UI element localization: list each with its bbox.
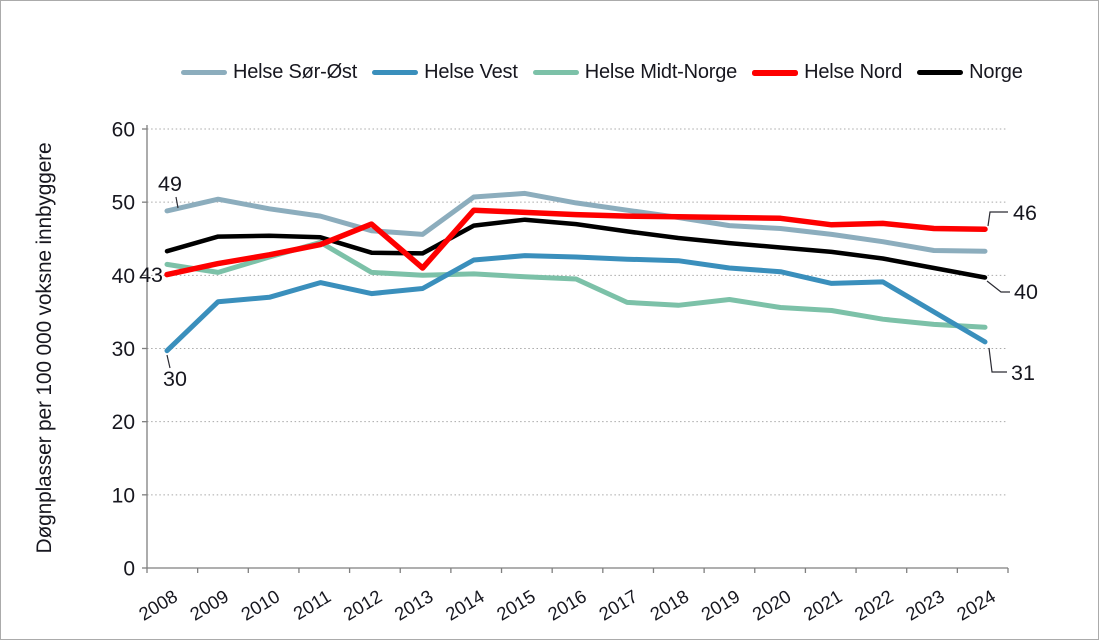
y-tick-label-30: 30 bbox=[112, 338, 135, 361]
chart-legend: Helse Sør-Øst Helse Vest Helse Midt-Norge H… bbox=[181, 61, 1023, 84]
x-tick-label-2016: 2016 bbox=[544, 585, 590, 624]
annotation-leader-norge-2024 bbox=[986, 280, 1010, 293]
annotation-label-helse-vest-2008: 30 bbox=[163, 367, 187, 391]
x-tick-label-2018: 2018 bbox=[646, 585, 692, 624]
legend-item-helse-vest: Helse Vest bbox=[372, 61, 518, 84]
legend-swatch-helse-midt-norge bbox=[532, 70, 579, 75]
gridlines bbox=[147, 128, 1008, 496]
annotation-label-helse-s-r-st-2008: 49 bbox=[158, 172, 182, 196]
x-tick-label-2015: 2015 bbox=[493, 585, 539, 624]
x-tick-label-2010: 2010 bbox=[237, 585, 283, 624]
annotation-label-helse-nord-2024: 46 bbox=[1013, 201, 1037, 225]
series-lines bbox=[164, 190, 988, 354]
y-axis-tick-labels: 0 10 20 30 40 50 60 bbox=[112, 119, 135, 581]
x-tick-label-2024: 2024 bbox=[953, 585, 999, 624]
x-tick-label-2021: 2021 bbox=[800, 585, 846, 624]
y-tick-label-10: 10 bbox=[112, 484, 135, 507]
legend-item-norge: Norge bbox=[917, 61, 1023, 84]
x-tick-label-2017: 2017 bbox=[595, 585, 641, 624]
legend-swatch-norge bbox=[917, 70, 964, 75]
x-tick-label-2008: 2008 bbox=[135, 585, 181, 624]
x-tick-label-2022: 2022 bbox=[851, 585, 897, 624]
legend-item-helse-s-r-st: Helse Sør-Øst bbox=[181, 61, 357, 84]
legend-swatch-helse-nord bbox=[752, 69, 799, 76]
series-line-helse-nord bbox=[164, 207, 988, 278]
x-tick-label-2013: 2013 bbox=[391, 585, 437, 624]
y-tick-label-0: 0 bbox=[123, 558, 135, 581]
x-tick-label-2009: 2009 bbox=[186, 585, 232, 624]
legend-item-helse-midt-norge: Helse Midt-Norge bbox=[532, 61, 738, 84]
x-tick-label-2014: 2014 bbox=[442, 585, 488, 624]
annotation-leader-helse-s-r-st-2008 bbox=[175, 196, 179, 209]
annotation-label-norge-2008: 43 bbox=[139, 263, 163, 287]
annotation-leader-helse-vest-2008 bbox=[166, 354, 171, 369]
x-tick-label-2020: 2020 bbox=[748, 585, 794, 624]
legend-swatch-helse-vest bbox=[372, 70, 419, 75]
series-line-helse-s-r-st bbox=[164, 190, 988, 254]
legend-swatch-helse-s-r-st bbox=[181, 70, 227, 75]
x-tick-label-2011: 2011 bbox=[290, 585, 335, 623]
legend-item-helse-nord: Helse Nord bbox=[752, 61, 902, 84]
y-tick-label-50: 50 bbox=[112, 192, 135, 215]
legend-label-helse-vest: Helse Vest bbox=[424, 61, 518, 83]
annotation-label-norge-2024: 40 bbox=[1014, 280, 1038, 304]
legend-label-helse-nord: Helse Nord bbox=[804, 61, 903, 83]
axes bbox=[142, 125, 1009, 573]
annotation-leader-helse-vest-2024 bbox=[988, 347, 1007, 373]
legend-label-norge: Norge bbox=[969, 61, 1023, 83]
x-tick-label-2019: 2019 bbox=[697, 585, 743, 624]
y-tick-label-40: 40 bbox=[112, 265, 135, 288]
annotation-label-helse-vest-2024: 31 bbox=[1011, 361, 1035, 385]
series-line-norge bbox=[164, 217, 988, 280]
x-tick-label-2012: 2012 bbox=[339, 585, 385, 624]
data-annotations: 49 43 30 46 40 31 bbox=[139, 172, 1038, 391]
y-tick-label-20: 20 bbox=[112, 411, 135, 434]
annotation-leader-helse-nord-2024 bbox=[987, 211, 1008, 227]
legend-label-helse-midt-norge: Helse Midt-Norge bbox=[584, 61, 738, 83]
y-tick-label-60: 60 bbox=[112, 119, 135, 142]
x-axis-tick-labels: 2008 2009 2010 2011 2012 2013 2014 2015 2016 2017… bbox=[135, 585, 999, 624]
legend-label-helse-s-r-st: Helse Sør-Øst bbox=[233, 61, 358, 83]
series-line-helse-vest bbox=[164, 253, 988, 354]
x-tick-label-2023: 2023 bbox=[902, 585, 948, 624]
